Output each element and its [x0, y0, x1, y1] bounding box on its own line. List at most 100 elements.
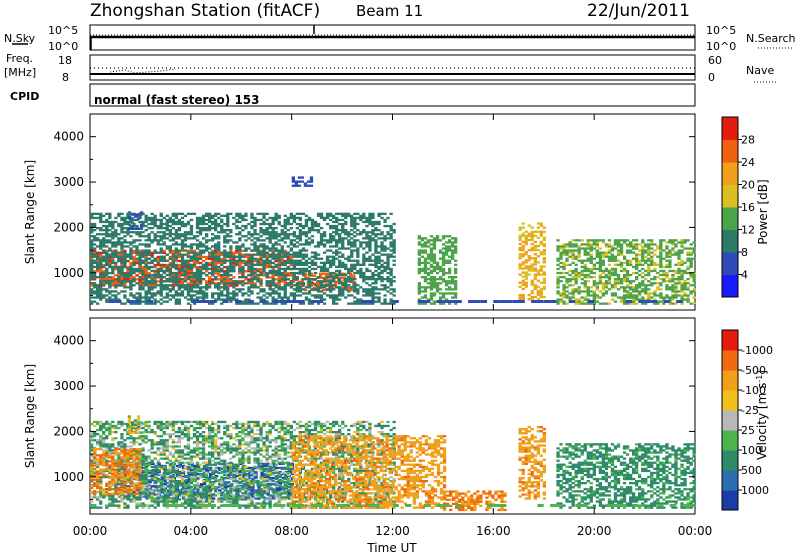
- power-cell: [524, 234, 528, 237]
- power-cell: [362, 212, 366, 215]
- power-cell: [659, 278, 663, 281]
- power-cell: [147, 288, 151, 291]
- power-cell: [180, 278, 185, 281]
- power-cell: [429, 251, 434, 254]
- power-cell: [329, 261, 333, 264]
- power-cell: [451, 257, 455, 260]
- power-cell: [619, 269, 624, 273]
- power-cell: [229, 263, 233, 266]
- power-cell: [604, 302, 609, 305]
- power-cell: [677, 269, 681, 273]
- power-cell: [359, 271, 363, 275]
- power-cell: [283, 259, 287, 263]
- power-cell: [217, 265, 221, 269]
- power-cell: [201, 218, 206, 222]
- power-cell: [574, 239, 578, 242]
- power-cell: [244, 255, 248, 259]
- power-cell: [271, 269, 275, 273]
- power-ytick-label: 3000: [53, 175, 84, 189]
- power-cell: [90, 214, 94, 217]
- power-cell: [638, 300, 645, 303]
- power-cell: [677, 255, 681, 258]
- power-cell: [524, 242, 528, 246]
- power-cell: [604, 269, 609, 273]
- power-cell: [90, 251, 94, 254]
- power-cell: [260, 300, 267, 303]
- power-cell: [271, 290, 275, 293]
- power-ytick-label: 4000: [53, 130, 84, 144]
- power-cell: [168, 268, 172, 271]
- power-cell: [189, 298, 194, 301]
- power-cell: [653, 249, 657, 252]
- power-cell: [325, 276, 330, 279]
- power-cell: [632, 239, 636, 242]
- power-cell: [332, 251, 336, 254]
- power-cell: [319, 284, 324, 287]
- velocity-cell: [148, 475, 152, 478]
- power-cell: [362, 261, 366, 264]
- power-cell: [604, 292, 609, 295]
- power-cell: [262, 253, 266, 256]
- power-cell: [298, 286, 302, 289]
- power-cell: [105, 288, 109, 291]
- power-cell: [271, 243, 275, 246]
- power-cell: [383, 245, 387, 248]
- power-cell: [220, 261, 224, 265]
- power-cell: [598, 269, 602, 273]
- velocity-cell: [175, 464, 179, 468]
- power-cell: [448, 267, 452, 271]
- power-cell: [177, 235, 181, 238]
- power-cell: [389, 267, 393, 271]
- velocity-cell: [127, 479, 131, 482]
- power-cell: [518, 265, 522, 268]
- power-cell: [217, 235, 221, 238]
- power-cell: [93, 216, 97, 220]
- power-cell: [259, 270, 263, 273]
- power-cell: [289, 247, 293, 250]
- power-cell: [686, 288, 690, 291]
- power-cell: [268, 259, 272, 262]
- power-cell: [350, 255, 354, 258]
- power-cell: [123, 272, 127, 275]
- power-cell: [341, 294, 345, 297]
- power-cell: [174, 280, 178, 283]
- power-cell: [371, 290, 375, 293]
- power-cell: [123, 220, 127, 224]
- power-cell: [135, 253, 139, 256]
- power-cell: [214, 298, 218, 301]
- velocity-cell: [127, 493, 131, 496]
- power-cell: [250, 257, 254, 260]
- power-cell: [298, 263, 302, 266]
- power-cell: [168, 216, 172, 220]
- power-cell: [309, 280, 314, 283]
- power-cell: [211, 227, 215, 230]
- power-cell: [389, 229, 393, 232]
- power-cell: [250, 235, 254, 238]
- power-cell: [683, 247, 687, 250]
- power-cell: [256, 237, 260, 240]
- power-cell: [271, 280, 275, 283]
- power-cell: [438, 302, 443, 305]
- power-cell: [241, 229, 245, 232]
- power-cell: [589, 253, 593, 256]
- power-cell: [298, 251, 302, 254]
- power-cell: [565, 243, 569, 246]
- power-cell: [365, 251, 369, 254]
- power-cell: [350, 216, 354, 220]
- power-cell: [162, 271, 166, 275]
- power-cell: [229, 273, 233, 277]
- power-cell: [93, 273, 97, 277]
- power-cell: [344, 265, 348, 269]
- power-cell: [198, 249, 203, 252]
- power-cell: [120, 249, 124, 252]
- power-cell: [589, 249, 593, 252]
- power-cell: [277, 220, 281, 224]
- power-cell: [592, 290, 596, 293]
- power-cell: [286, 272, 290, 275]
- power-cell: [680, 273, 684, 277]
- power-cell: [530, 289, 534, 293]
- power-cell: [638, 298, 642, 301]
- power-cell: [96, 255, 100, 258]
- power-cell: [262, 243, 266, 246]
- power-cell: [156, 284, 160, 287]
